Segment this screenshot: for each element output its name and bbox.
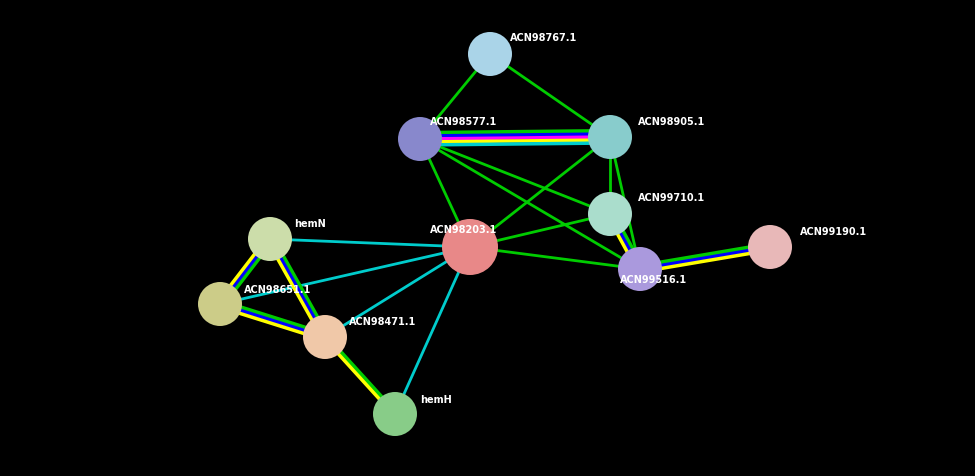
Circle shape bbox=[618, 248, 662, 291]
Text: ACN99710.1: ACN99710.1 bbox=[638, 193, 705, 203]
Text: ACN98767.1: ACN98767.1 bbox=[510, 33, 577, 43]
Text: ACN98651.1: ACN98651.1 bbox=[244, 284, 311, 294]
Text: hemH: hemH bbox=[420, 394, 451, 404]
Circle shape bbox=[442, 219, 498, 276]
Text: ACN98203.1: ACN98203.1 bbox=[430, 225, 497, 235]
Circle shape bbox=[198, 282, 242, 327]
Circle shape bbox=[248, 218, 292, 261]
Circle shape bbox=[468, 33, 512, 77]
Text: ACN99190.1: ACN99190.1 bbox=[800, 227, 867, 237]
Text: ACN98471.1: ACN98471.1 bbox=[349, 317, 416, 327]
Circle shape bbox=[588, 193, 632, 237]
Circle shape bbox=[398, 118, 442, 162]
Text: hemN: hemN bbox=[294, 218, 326, 228]
Circle shape bbox=[373, 392, 417, 436]
Circle shape bbox=[748, 226, 792, 269]
Text: ACN98905.1: ACN98905.1 bbox=[638, 117, 705, 127]
Circle shape bbox=[303, 315, 347, 359]
Circle shape bbox=[588, 116, 632, 159]
Text: ACN98577.1: ACN98577.1 bbox=[430, 117, 497, 127]
Text: ACN99516.1: ACN99516.1 bbox=[620, 275, 687, 284]
